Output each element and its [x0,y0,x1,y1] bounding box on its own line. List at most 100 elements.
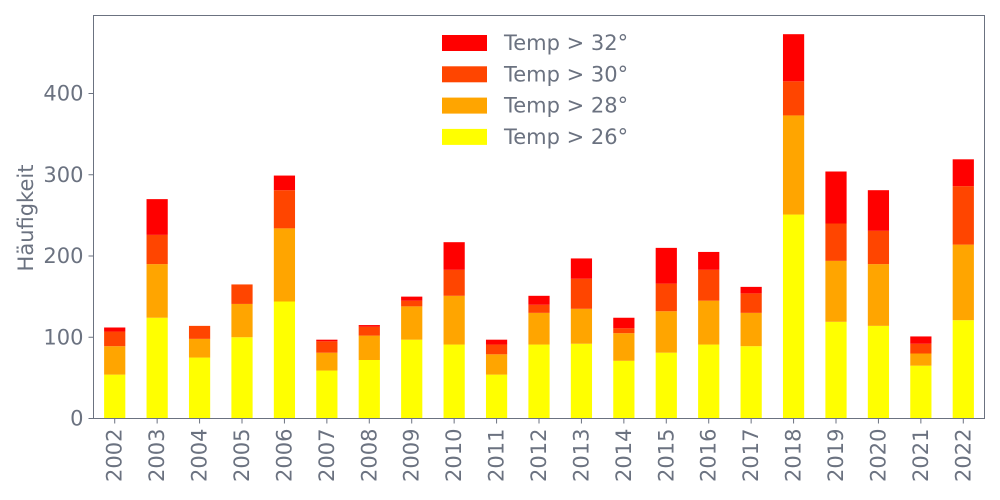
bar-2003-series-3 [146,199,168,235]
bar-2006-series-2 [273,190,296,229]
bar-2022-series-2 [952,186,974,245]
x-tick-label: 2002 [103,429,127,482]
bar-2013-series-1 [570,308,593,344]
bar-2012-series-3 [528,295,550,305]
bar-2009-series-2 [401,300,423,307]
bar-2012-series-1 [528,312,550,345]
bar-2016-series-0 [698,344,720,419]
bar-2021-series-3 [910,336,932,344]
bar-2008-series-1 [358,335,380,360]
bar-2007-series-2 [316,341,338,353]
legend-swatch [442,66,487,83]
bar-2018-series-3 [782,34,805,82]
bar-2016-series-3 [698,251,720,270]
x-tick-label: 2020 [866,429,890,482]
bar-2022-series-1 [952,244,974,321]
y-tick-label: 300 [43,163,83,187]
x-tick-label: 2008 [357,429,381,482]
bar-2005-series-0 [231,337,253,419]
x-tick-label: 2007 [315,429,339,482]
y-axis: 0 100 200 300 400 [43,82,94,431]
bar-2022-series-0 [952,320,974,419]
bar-2018-series-2 [782,81,805,116]
bar-2016-series-2 [698,269,720,301]
bar-2008-series-2 [358,326,380,336]
bar-2012-series-2 [528,304,550,313]
x-tick-label: 2010 [442,429,466,482]
bar-2010-series-0 [443,344,465,419]
legend-label: Temp > 28° [503,94,628,118]
bar-2009-series-0 [401,339,423,419]
bar-2006-series-1 [273,228,296,302]
bar-2002-series-2 [104,331,126,347]
y-tick-label: 0 [70,407,83,431]
bar-2014-series-2 [613,328,635,334]
bar-2002-series-3 [104,327,126,332]
bar-2019-series-1 [825,260,847,322]
bar-2011-series-2 [485,344,508,355]
bar-2021-series-2 [910,343,932,354]
bar-2011-series-0 [485,374,508,419]
bar-2015-series-1 [655,311,677,353]
bar-2015-series-0 [655,352,677,419]
bar-2002-series-0 [104,374,126,419]
bar-2009-series-1 [401,306,423,340]
bar-2003-series-0 [146,317,168,419]
x-tick-label: 2016 [697,429,721,482]
bar-2013-series-3 [570,258,593,279]
bar-2010-series-1 [443,295,465,345]
y-tick-label: 200 [43,244,83,268]
bar-2004-series-1 [188,338,211,358]
bar-2015-series-2 [655,283,677,312]
bar-2018-series-0 [782,214,805,419]
bar-2019-series-3 [825,171,847,224]
bar-2020-series-2 [867,230,890,265]
bar-2020-series-0 [867,325,890,419]
legend-label: Temp > 30° [503,62,628,86]
bar-2017-series-3 [740,286,762,294]
x-tick-label: 2019 [824,429,848,482]
bar-2019-series-0 [825,321,847,419]
bar-2003-series-2 [146,234,168,265]
bar-2021-series-0 [910,365,932,419]
bar-2010-series-2 [443,269,465,296]
bar-2013-series-2 [570,278,593,309]
x-tick-label: 2009 [400,429,424,482]
bar-2022-series-3 [952,159,974,187]
legend-swatch [442,128,487,145]
bar-2021-series-1 [910,353,932,366]
legend-label: Temp > 26° [503,125,628,149]
bar-2008-series-3 [358,325,380,327]
legend-swatch [442,35,487,51]
x-tick-label: 2014 [612,429,636,482]
legend-label: Temp > 32° [503,31,628,55]
x-tick-label: 2003 [145,429,169,482]
bar-2017-series-0 [740,346,762,419]
x-tick-label: 2004 [188,429,212,482]
bar-2020-series-1 [867,264,890,326]
x-tick-label: 2021 [909,429,933,482]
bar-2011-series-1 [485,354,508,375]
bar-2005-series-1 [231,303,253,338]
x-tick-label: 2015 [654,429,678,482]
x-tick-label: 2018 [782,429,806,482]
bar-2015-series-3 [655,247,677,284]
bar-2012-series-0 [528,344,550,419]
bar-2010-series-3 [443,242,465,270]
bar-2006-series-0 [273,301,296,419]
x-tick-label: 2012 [527,429,551,482]
bar-2020-series-3 [867,190,890,231]
bar-2014-series-1 [613,333,635,361]
x-tick-label: 2017 [739,429,763,482]
bar-2017-series-2 [740,293,762,313]
y-axis-label: Häufigkeit [14,165,38,272]
bar-2004-series-2 [188,325,211,339]
y-tick-label: 100 [43,325,83,349]
bar-2003-series-1 [146,264,168,318]
x-tick-label: 2013 [569,429,593,482]
bar-2014-series-3 [613,317,635,329]
bars [104,34,974,419]
bar-2006-series-3 [273,175,296,191]
bar-2004-series-0 [188,357,211,419]
